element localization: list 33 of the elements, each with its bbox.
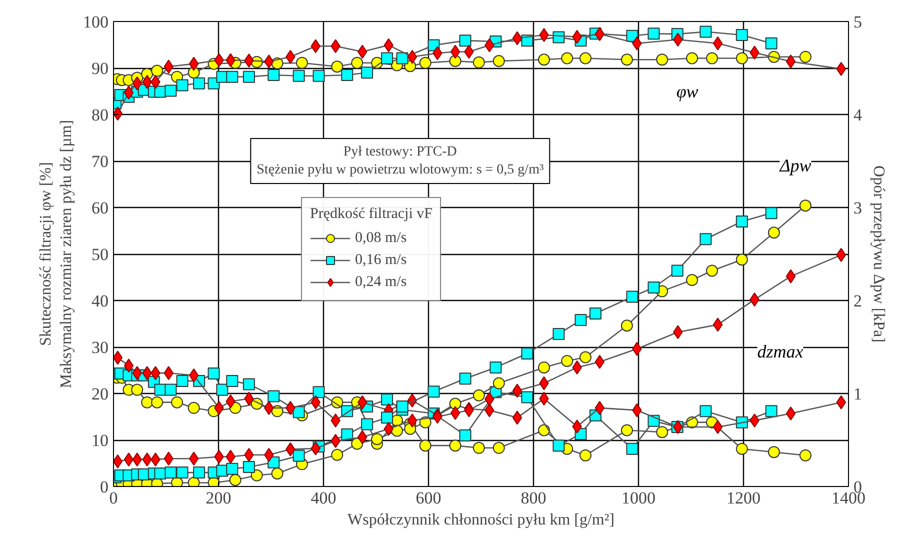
y-tick-label: 70 bbox=[92, 152, 108, 171]
y2-tick-label: 2 bbox=[854, 292, 862, 310]
y-tick-label: 20 bbox=[92, 384, 108, 404]
annotation: φw bbox=[676, 81, 698, 102]
annotation: Stężenie pyłu w powietrzu wlotowym: s = 0,5 g/m³ bbox=[256, 162, 544, 178]
y2-tick-label: 1 bbox=[854, 384, 862, 404]
y-tick-label: 50 bbox=[92, 245, 108, 264]
annotation: Δpw bbox=[778, 156, 812, 176]
y2-tick-label: 4 bbox=[854, 106, 862, 124]
y2-axis-title: Opór przepływu Δpw [kPa] bbox=[870, 166, 887, 342]
legend-label: 0,24 m/s bbox=[355, 274, 407, 290]
y-tick-label: 10 bbox=[92, 431, 108, 450]
annotation: dzmax bbox=[757, 342, 804, 362]
y-tick-label: 80 bbox=[92, 106, 108, 124]
y-tick-label: 100 bbox=[83, 12, 108, 32]
x-tick-label: 800 bbox=[520, 488, 546, 508]
y2-tick-label: 3 bbox=[854, 198, 862, 218]
y2-tick-label: 5 bbox=[854, 12, 862, 32]
y-axis-title: Skuteczność filtracji φw [%] Maksymalny rozmiar ziaren pyłu dz [µm] bbox=[38, 120, 75, 388]
y-tick-label: 90 bbox=[92, 59, 108, 78]
x-tick-label: 1000 bbox=[622, 488, 656, 508]
legend-title: Prędkość filtracji vF bbox=[310, 206, 432, 223]
y-tick-label: 40 bbox=[92, 292, 108, 310]
y-tick-label: 60 bbox=[92, 198, 108, 218]
legend-label: 0,08 m/s bbox=[355, 230, 407, 246]
x-tick-label: 400 bbox=[310, 488, 336, 508]
x-tick-label: 600 bbox=[416, 488, 442, 508]
x-axis-title: Współczynnik chłonności pyłu km [g/m²] bbox=[348, 512, 614, 528]
y-tick-label: 30 bbox=[92, 338, 108, 357]
x-tick-label: 200 bbox=[206, 488, 232, 508]
legend-label: 0,16 m/s bbox=[355, 252, 407, 268]
annotation: Pył testowy: PTC-D bbox=[343, 144, 457, 160]
x-tick-label: 1200 bbox=[726, 488, 760, 508]
